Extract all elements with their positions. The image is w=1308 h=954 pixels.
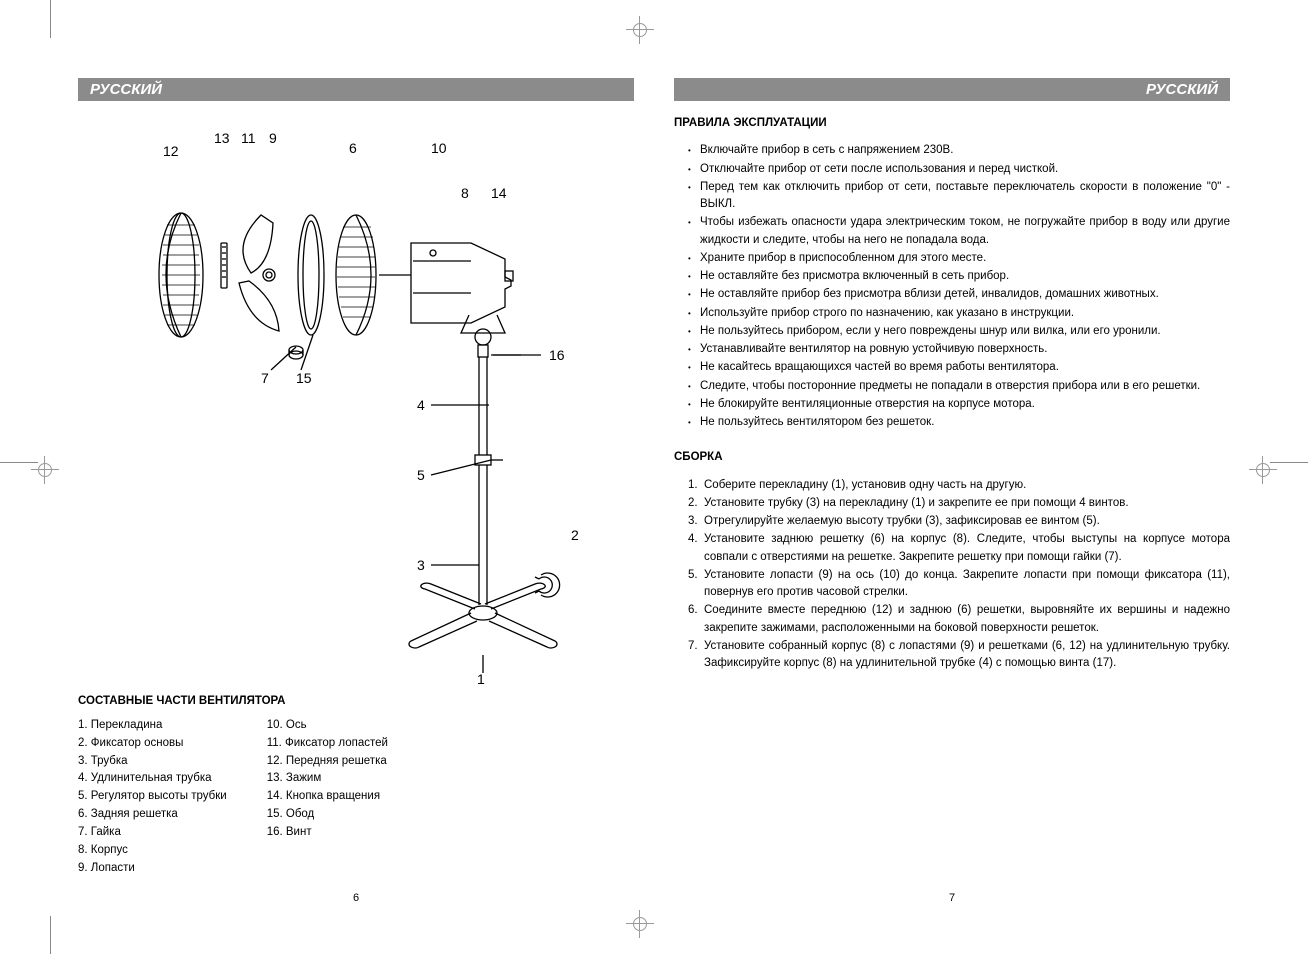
callout-8: 8 (461, 185, 469, 201)
header-left: РУССКИЙ (78, 78, 634, 101)
callout-9: 9 (269, 130, 277, 146)
parts-item: 7. Гайка (78, 824, 227, 842)
header-right: РУССКИЙ (674, 78, 1230, 101)
callout-7: 7 (261, 370, 269, 386)
callout-3: 3 (417, 557, 425, 573)
assembly-list: Соберите перекладину (1), установив одну… (688, 477, 1230, 673)
parts-item: 8. Корпус (78, 842, 227, 860)
parts-item: 11. Фиксатор лопастей (267, 735, 388, 753)
parts-item: 5. Регулятор высоты трубки (78, 788, 227, 806)
rule-item: Храните прибор в приспособленном для это… (688, 250, 1230, 267)
rules-title: ПРАВИЛА ЭКСПЛУАТАЦИИ (674, 115, 1230, 132)
assembly-step: Установите заднюю решетку (6) на корпус … (688, 531, 1230, 566)
callout-5: 5 (417, 467, 425, 483)
callout-1: 1 (477, 671, 485, 687)
rule-item: Не оставляйте прибор без присмотра вблиз… (688, 286, 1230, 303)
reg-mark-right (1253, 460, 1273, 480)
assembly-step: Соедините вместе переднюю (12) и заднюю … (688, 602, 1230, 637)
rule-item: Чтобы избежать опасности удара электриче… (688, 214, 1230, 249)
parts-title: СОСТАВНЫЕ ЧАСТИ ВЕНТИЛЯТОРА (78, 695, 634, 707)
parts-item: 13. Зажим (267, 770, 388, 788)
rule-item: Не оставляйте без присмотра включенный в… (688, 268, 1230, 285)
parts-item: 16. Винт (267, 824, 388, 842)
parts-item: 15. Обод (267, 806, 388, 824)
parts-item: 1. Перекладина (78, 717, 227, 735)
parts-item: 10. Ось (267, 717, 388, 735)
parts-item: 3. Трубка (78, 753, 227, 771)
parts-item: 4. Удлинительная трубка (78, 770, 227, 788)
rule-item: Не пользуйтесь прибором, если у него пов… (688, 323, 1230, 340)
assembly-step: Соберите перекладину (1), установив одну… (688, 477, 1230, 494)
callout-16: 16 (549, 347, 565, 363)
page-left: РУССКИЙ (78, 78, 634, 876)
parts-item: 6. Задняя решетка (78, 806, 227, 824)
reg-mark-bottom (630, 914, 650, 934)
callout-14: 14 (491, 185, 507, 201)
page-right: РУССКИЙ ПРАВИЛА ЭКСПЛУАТАЦИИ Включайте п… (674, 78, 1230, 876)
callout-6: 6 (349, 140, 357, 156)
assembly-title: СБОРКА (674, 449, 1230, 466)
rule-item: Не касайтесь вращающихся частей во время… (688, 359, 1230, 376)
fan-diagram: 12 13 11 9 6 10 8 14 7 15 16 4 5 2 3 1 (121, 115, 591, 685)
rule-item: Следите, чтобы посторонние предметы не п… (688, 378, 1230, 395)
rule-item: Устанавливайте вентилятор на ровную усто… (688, 341, 1230, 358)
callout-2: 2 (571, 527, 579, 543)
parts-item: 14. Кнопка вращения (267, 788, 388, 806)
page-number-left: 6 (353, 892, 359, 904)
parts-list: 1. Перекладина2. Фиксатор основы3. Трубк… (78, 717, 634, 877)
parts-item: 12. Передняя решетка (267, 753, 388, 771)
parts-item: 9. Лопасти (78, 860, 227, 878)
assembly-step: Установите собранный корпус (8) с лопаст… (688, 638, 1230, 673)
rules-list: Включайте прибор в сеть с напряжением 23… (688, 142, 1230, 431)
rule-item: Перед тем как отключить прибор от сети, … (688, 179, 1230, 214)
rule-item: Не пользуйтесь вентилятором без решеток. (688, 414, 1230, 431)
rule-item: Не блокируйте вентиляционные отверстия н… (688, 396, 1230, 413)
rule-item: Включайте прибор в сеть с напряжением 23… (688, 142, 1230, 159)
parts-item: 2. Фиксатор основы (78, 735, 227, 753)
rule-item: Используйте прибор строго по назначению,… (688, 305, 1230, 322)
assembly-step: Установите трубку (3) на перекладину (1)… (688, 495, 1230, 512)
rule-item: Отключайте прибор от сети после использо… (688, 161, 1230, 178)
callout-11: 11 (241, 130, 256, 146)
reg-mark-top (630, 20, 650, 40)
callout-4: 4 (417, 397, 425, 413)
callout-12: 12 (163, 143, 179, 159)
assembly-step: Установите лопасти (9) на ось (10) до ко… (688, 567, 1230, 602)
page-number-right: 7 (949, 892, 955, 904)
assembly-step: Отрегулируйте желаемую высоту трубки (3)… (688, 513, 1230, 530)
reg-mark-left (35, 460, 55, 480)
callout-13: 13 (214, 130, 230, 146)
callout-10: 10 (431, 140, 447, 156)
callout-15: 15 (296, 370, 312, 386)
